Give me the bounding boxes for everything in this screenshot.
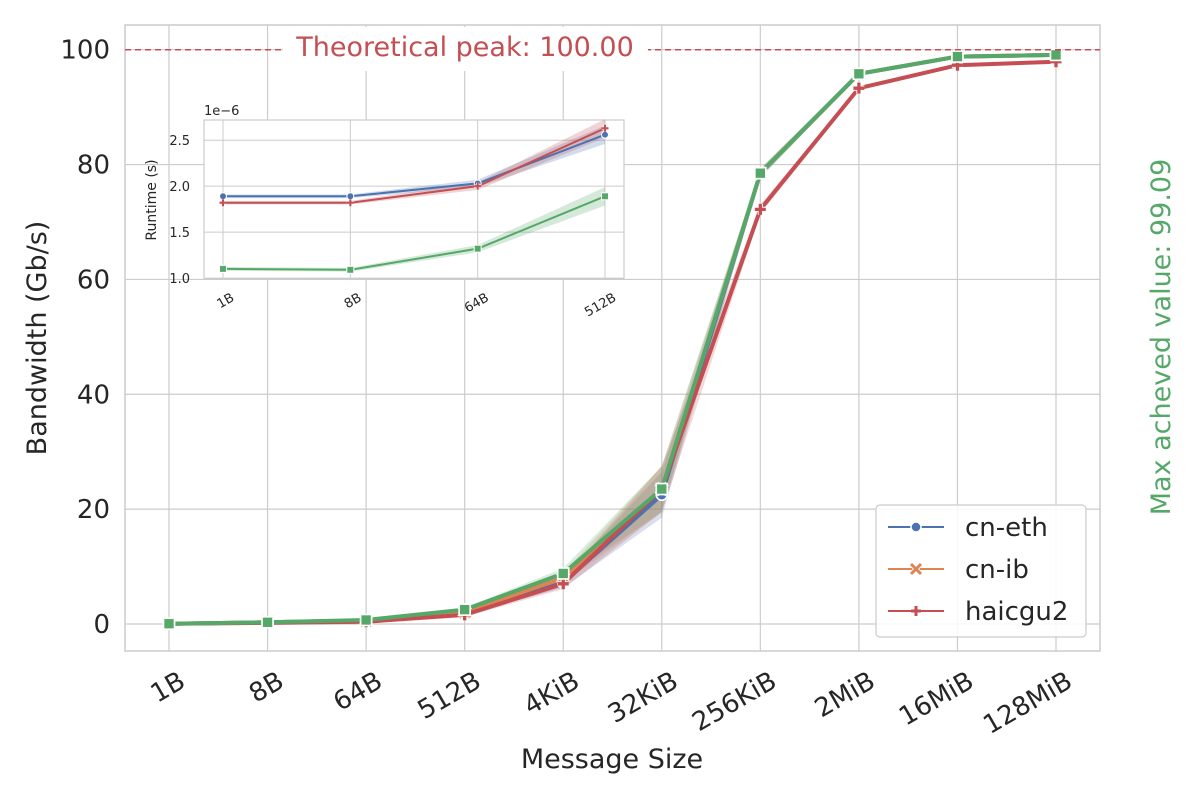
inset-y-axis-label: Runtime (s) — [144, 159, 160, 240]
y-tick-label-100: 100 — [60, 36, 110, 66]
inset-y-tick-label-1.0: 1.0 — [169, 272, 190, 287]
inset-y-tick-label-2.5: 2.5 — [169, 134, 190, 149]
inset-point-series-2-512B — [600, 192, 610, 201]
main-plot-frame — [124, 24, 1101, 652]
point-haicgu2-2MiB — [853, 82, 865, 94]
inset-exponent-label: 1e−6 — [204, 104, 239, 119]
inset-series-markers — [218, 124, 610, 274]
y-tick-label-20: 20 — [77, 495, 110, 525]
point-series-3-32KiB — [655, 482, 669, 496]
inset-point-haicgu2-64B — [474, 182, 482, 190]
point-series-3-8B — [261, 615, 274, 629]
point-haicgu2-4KiB — [557, 578, 569, 590]
y-tick-label-0: 0 — [93, 610, 110, 640]
inset-point-haicgu2-1B — [219, 199, 227, 207]
inset-point-haicgu2-8B — [346, 199, 354, 207]
peak-label-background — [283, 27, 648, 71]
inset-point-cn-eth-512B — [600, 130, 610, 139]
point-series-3-4KiB — [556, 567, 570, 580]
point-series-3-256KiB — [754, 166, 767, 180]
inset-frame — [203, 119, 625, 280]
y-tick-label-40: 40 — [77, 380, 110, 410]
point-haicgu2-256KiB — [754, 203, 766, 215]
inset-point-cn-eth-8B — [346, 192, 355, 201]
inset-band-haicgu2 — [223, 119, 605, 205]
point-series-3-16MiB — [951, 50, 964, 63]
line-series-3 — [168, 52, 1057, 626]
runtime-inset: 1.01.52.02.51B 8B 64B 512B 1e−6 Runtime (s) — [144, 104, 625, 320]
legend-marker-cn-eth — [910, 521, 922, 533]
legend-box — [875, 504, 1087, 638]
inset-point-series-2-1B — [218, 264, 228, 273]
legend-marker-haicgu2 — [911, 606, 921, 616]
inset-series-lines — [222, 127, 606, 271]
inset-background — [204, 120, 624, 279]
x-axis-label: Message Size — [521, 744, 703, 775]
point-series-3-64B — [359, 613, 373, 627]
inset-point-cn-eth-1B — [218, 192, 228, 201]
theoretical-peak-label: Theoretical peak: 100.00 — [295, 32, 634, 63]
inset-y-tick-label-2.0: 2.0 — [169, 180, 190, 195]
legend-marker-cn-ib — [909, 562, 923, 576]
legend-label-cn-ib: cn-ib — [965, 555, 1029, 585]
inset-point-series-2-64B — [473, 244, 482, 253]
y-tick-label-80: 80 — [77, 151, 110, 181]
inset-line-haicgu2 — [223, 127, 606, 204]
inset-band-cn-eth — [223, 125, 605, 199]
inset-point-series-2-8B — [346, 265, 355, 274]
point-series-3-2MiB — [852, 67, 866, 81]
legend-label-cn-eth: cn-eth — [965, 513, 1048, 543]
inset-y-tick-label-1.5: 1.5 — [169, 226, 190, 241]
legend: cn-eth cn-ib haicgu2 — [875, 504, 1087, 638]
max-achieved-label: Max acheved value: 99.09 — [1146, 159, 1177, 516]
main-series-lines — [168, 52, 1057, 626]
inset-band-series-2 — [223, 187, 605, 272]
inset-x-tick-label-1B: 1B — [215, 290, 237, 312]
y-tick-label-60: 60 — [77, 265, 110, 295]
point-series-3-1B — [162, 617, 176, 631]
inset-line-series-2 — [222, 195, 606, 271]
main-series-markers — [161, 47, 1064, 632]
inset-point-haicgu2-512B — [601, 124, 609, 132]
y-axis-label: Bandwidth (Gb/s) — [22, 221, 53, 456]
point-series-3-512B — [458, 603, 471, 616]
inset-line-cn-eth — [223, 133, 606, 198]
inset-confidence-bands — [223, 119, 605, 272]
inset-x-tick-label-8B: 8B — [342, 290, 364, 312]
point-series-3-128MiB — [1049, 48, 1063, 62]
legend-label-haicgu2: haicgu2 — [965, 597, 1068, 627]
